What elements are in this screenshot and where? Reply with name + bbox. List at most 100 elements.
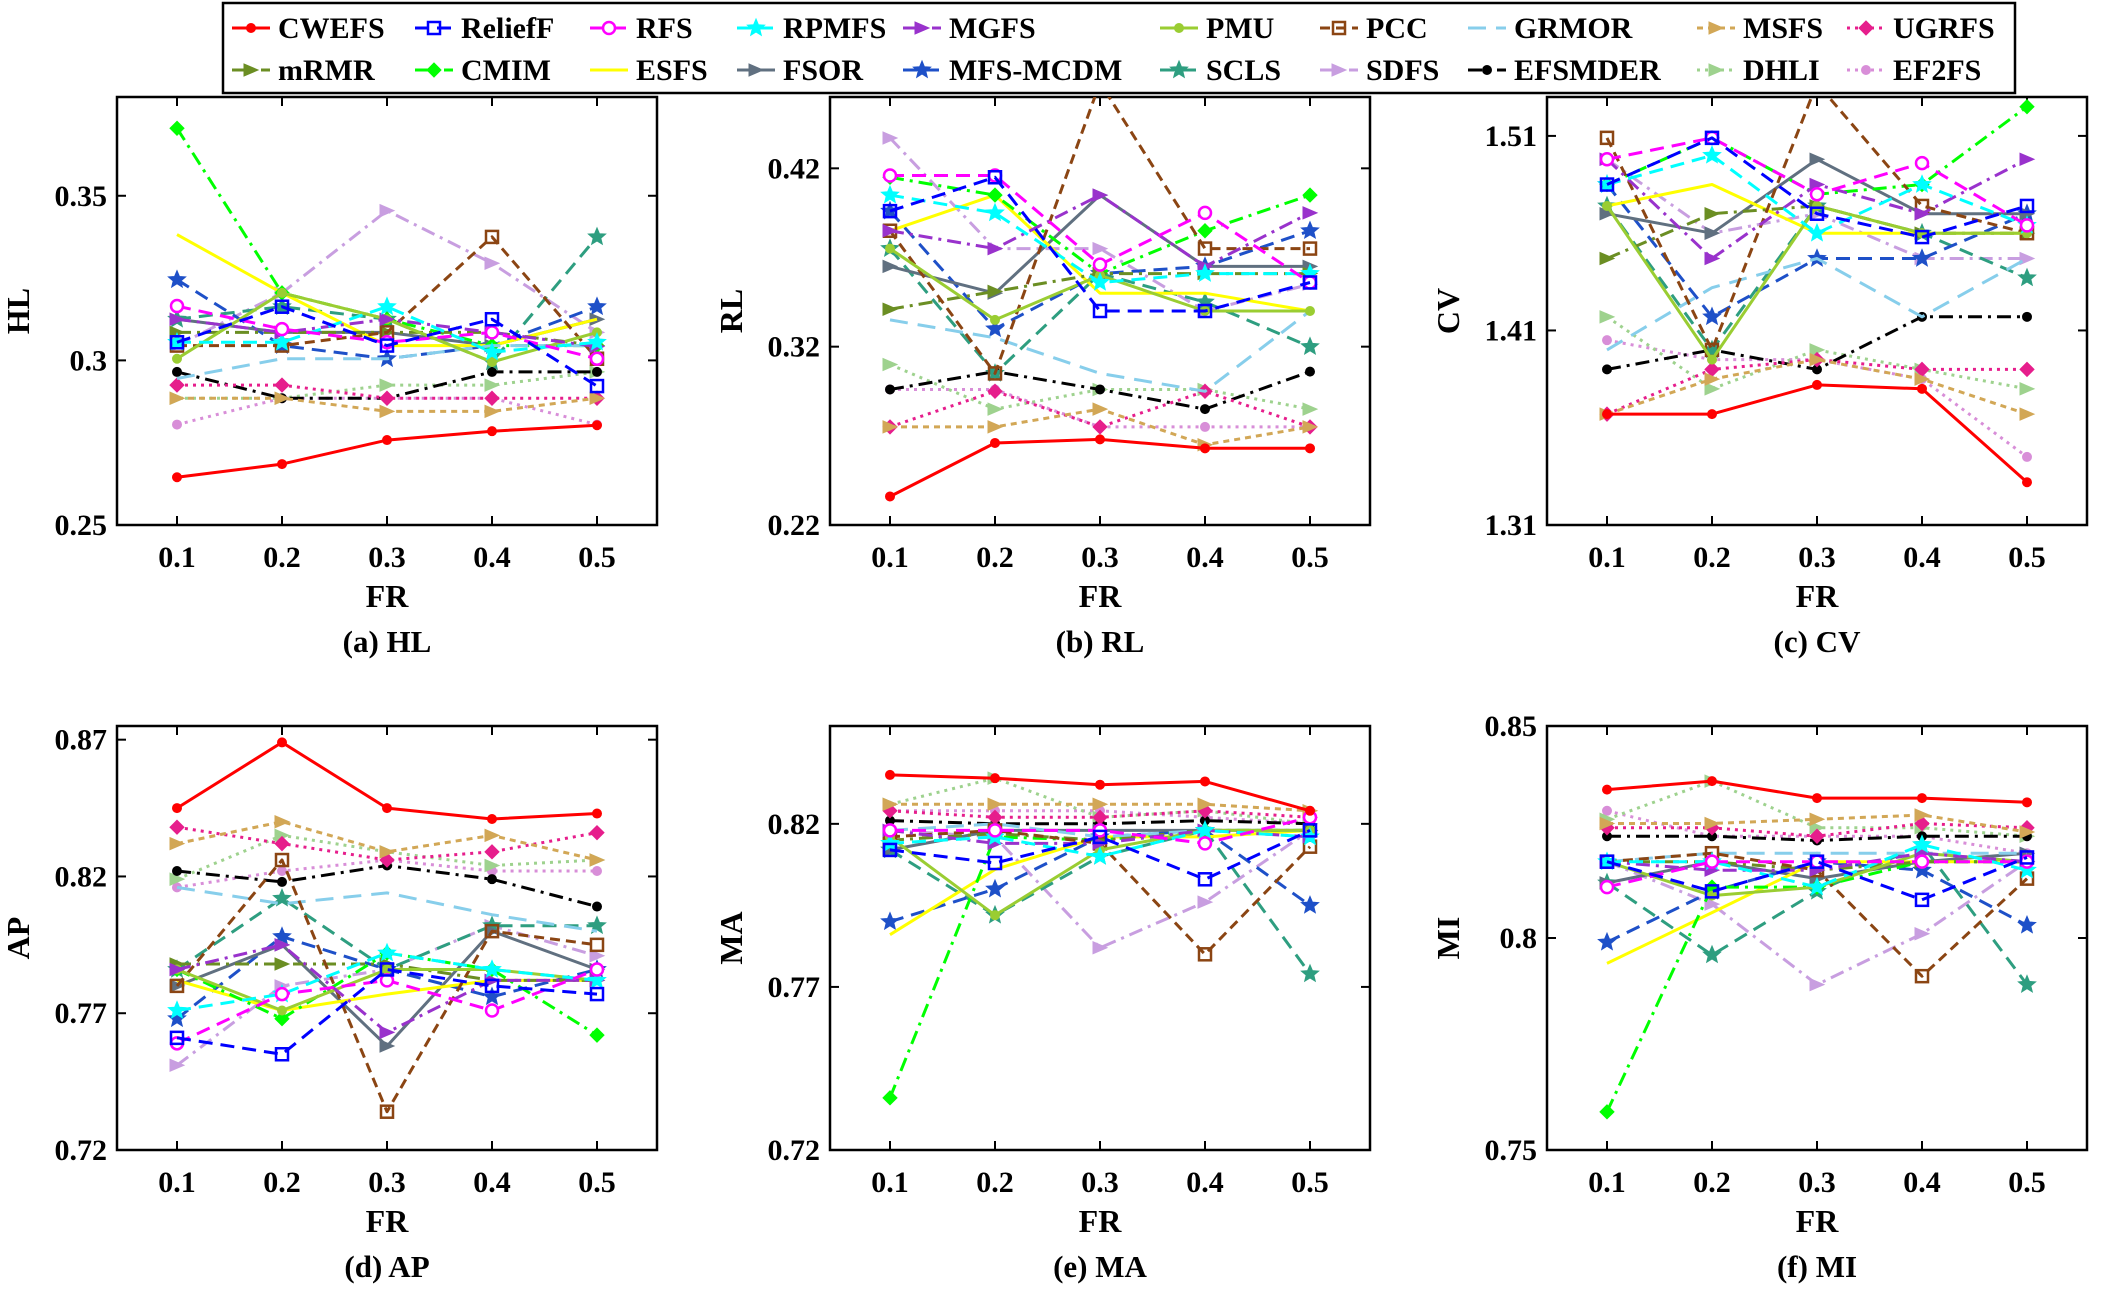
- data-point-mgfs: [1914, 206, 1931, 221]
- data-point-pmu: [990, 314, 1000, 325]
- series-relieff: [882, 823, 1318, 887]
- data-point-efsmder: [592, 366, 602, 377]
- data-point-ugrfs: [484, 844, 500, 860]
- legend-item-fsor: FSOR: [737, 54, 863, 87]
- data-point-msfs: [987, 420, 1004, 434]
- data-point-cwefs: [1305, 443, 1315, 454]
- series-group: [1597, 97, 2037, 488]
- data-point-ugrfs: [169, 819, 185, 835]
- data-point-relieff: [987, 170, 1003, 185]
- legend-label-ef2fs: EF2FS: [1893, 54, 1981, 87]
- data-point-mfs-mcdm: [880, 911, 900, 931]
- y-tick-label: 0.22: [768, 509, 821, 542]
- data-point-mgfs: [169, 312, 186, 326]
- series-msfs: [169, 391, 606, 419]
- data-point-scls: [272, 887, 292, 907]
- data-point-cmim: [589, 1027, 605, 1043]
- series-line-rfs: [1606, 860, 2027, 889]
- x-tick-label: 0.2: [1693, 1166, 1731, 1199]
- data-point-mfs-mcdm: [2017, 915, 2037, 934]
- data-point-msfs: [379, 404, 396, 419]
- data-point-msfs: [1092, 797, 1109, 812]
- series-rfs: [169, 962, 605, 1051]
- data-point-rfs: [589, 962, 605, 977]
- data-point-cwefs: [2022, 797, 2032, 808]
- y-tick-label: 0.85: [1485, 710, 1538, 743]
- x-tick-label: 0.5: [578, 1166, 616, 1199]
- data-point-relieff: [169, 1030, 185, 1046]
- data-point-rfs: [274, 986, 290, 1002]
- legend-item-relieff: ReliefF: [415, 12, 554, 45]
- data-point-cwefs: [1200, 443, 1210, 454]
- data-point-pcc: [589, 937, 605, 953]
- series-grmor: [889, 309, 1311, 393]
- data-point-relieff: [1092, 303, 1108, 319]
- legend-marker-scls: [1169, 59, 1189, 79]
- data-point-msfs: [1599, 816, 1616, 831]
- data-point-rpmfs: [377, 296, 397, 316]
- series-grmor: [1606, 257, 2028, 352]
- data-point-pmu: [1305, 306, 1315, 316]
- data-point-mgfs: [1302, 206, 1319, 220]
- data-point-relieff: [484, 978, 500, 994]
- data-point-rpmfs: [880, 184, 900, 204]
- x-tick-label: 0.2: [1693, 541, 1731, 574]
- x-tick-label: 0.1: [871, 1166, 909, 1199]
- data-point-cwefs: [382, 435, 392, 446]
- legend-item-ef2fs: EF2FS: [1847, 54, 1981, 87]
- data-point-cmim: [882, 1090, 898, 1106]
- legend-marker-rpmfs: [746, 17, 766, 37]
- data-point-cwefs: [1095, 779, 1105, 790]
- data-point-msfs: [379, 845, 396, 859]
- data-point-dhli: [1704, 382, 1721, 396]
- data-point-mfs-mcdm: [482, 986, 502, 1006]
- data-point-msfs: [2019, 825, 2036, 839]
- subplot-caption: (f) MI: [1777, 1249, 1857, 1284]
- y-axis-label: AP: [0, 917, 36, 960]
- subplot-rl: 0.1 0.2 0.3 0.4 0.5 0.22 0.32 0.42 FR RL (b) RL: [713, 95, 1372, 659]
- x-tick-label: 0.2: [976, 541, 1014, 574]
- data-point-rfs: [2019, 218, 2035, 233]
- data-point-cwefs: [885, 769, 895, 780]
- data-point-pmu: [172, 353, 182, 364]
- legend-marker-cmim: [426, 62, 442, 78]
- legend-item-mrmr: mRMR: [232, 54, 375, 87]
- data-point-pcc: [987, 366, 1003, 381]
- series-group: [1597, 774, 2037, 1120]
- y-tick-label: 0.32: [768, 331, 821, 364]
- data-point-mfs-mcdm: [167, 1008, 187, 1028]
- y-tick-label: 0.75: [1485, 1134, 1538, 1167]
- data-point-cwefs: [277, 737, 287, 748]
- data-point-cwefs: [1812, 379, 1822, 390]
- data-point-sdfs: [169, 1058, 186, 1072]
- y-tick-label: 0.8: [1500, 922, 1538, 955]
- series-relieff: [882, 170, 1318, 319]
- subplot-ap: 0.1 0.2 0.3 0.4 0.5 0.72 0.77 0.82 0.87 FR AP (d) A…: [0, 724, 659, 1284]
- series-line-ef2fs: [176, 858, 597, 889]
- data-point-rfs: [274, 321, 290, 337]
- data-point-pcc: [484, 229, 500, 245]
- legend-marker-cwefs: [246, 23, 256, 33]
- legend-label-cwefs: CWEFS: [278, 12, 385, 45]
- series-ugrfs: [169, 819, 605, 868]
- data-point-relieff: [2019, 850, 2035, 865]
- data-point-rfs: [169, 298, 185, 314]
- data-point-efsmder: [487, 366, 497, 377]
- data-point-efsmder: [172, 366, 182, 377]
- data-point-fsor: [379, 1039, 396, 1053]
- data-point-mfs-mcdm: [1300, 895, 1320, 914]
- x-tick-label: 0.3: [1081, 1166, 1119, 1199]
- data-point-msfs: [1809, 812, 1826, 827]
- series-line-grmor: [176, 344, 597, 380]
- y-axis-label: CV: [1430, 288, 1466, 334]
- data-point-mrmr: [1704, 206, 1721, 221]
- data-point-ef2fs: [1200, 421, 1210, 432]
- x-tick-label: 0.1: [1588, 541, 1626, 574]
- data-point-dhli: [484, 378, 501, 392]
- legend-marker-dhli: [1708, 63, 1725, 77]
- series-line-ugrfs: [889, 389, 1311, 429]
- subplot-caption: (d) AP: [344, 1249, 429, 1284]
- data-point-efsmder: [592, 901, 602, 912]
- data-point-ef2fs: [1602, 335, 1612, 346]
- series-cwefs: [1602, 776, 2032, 808]
